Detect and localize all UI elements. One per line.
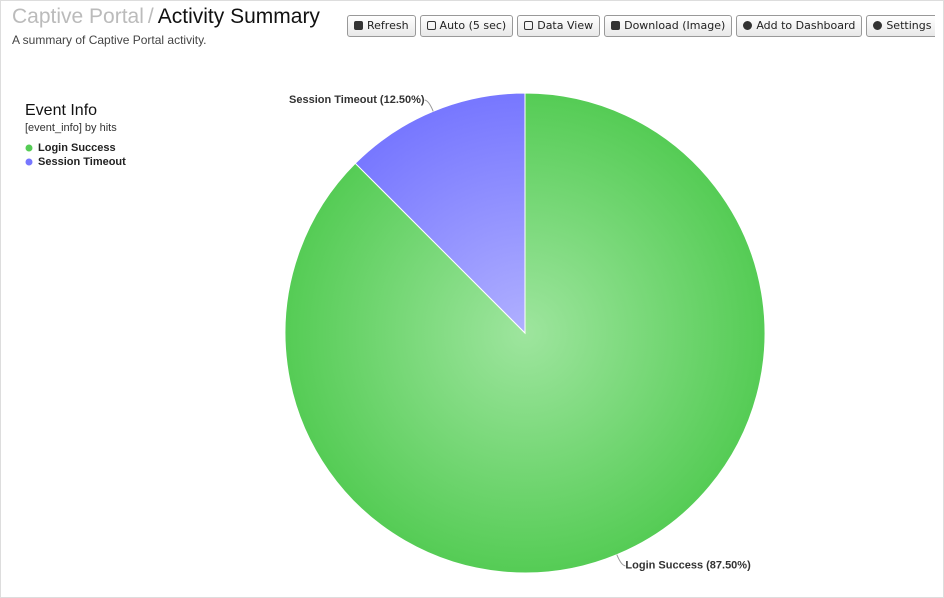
button-label: Settings [886, 19, 932, 32]
button-label: Data View [537, 19, 594, 32]
section-link[interactable]: Captive Portal [12, 5, 144, 28]
button-icon [354, 21, 363, 30]
button-icon [743, 21, 753, 30]
button-icon [611, 21, 621, 30]
legend-label: Login Success [38, 142, 116, 154]
legend-subtitle: [event_info] by hits [25, 122, 117, 134]
legend-marker [25, 158, 33, 166]
button-icon [524, 21, 534, 30]
toolbar-button[interactable]: Data View [517, 15, 601, 37]
button-label: Auto (5 sec) [439, 19, 507, 32]
button-label: Add to Dashboard [756, 19, 856, 32]
data-label: Login Success (87.50%) [625, 560, 751, 572]
data-label: Session Timeout (12.50%) [289, 94, 425, 106]
toolbar: Refresh Auto (5 sec) Data View Download (Im… [347, 15, 935, 39]
breadcrumb: Captive Portal / Activity Summary [12, 5, 320, 29]
pie-slice [354, 92, 526, 335]
legend-title: Event Info [25, 102, 97, 119]
legend-marker [25, 144, 33, 152]
legend-label: Session Timeout [38, 156, 126, 168]
toolbar-button[interactable]: Refresh [347, 15, 416, 37]
toolbar-button[interactable]: Download (Image) [604, 15, 733, 37]
toolbar-button[interactable]: Auto (5 sec) [419, 15, 514, 37]
toolbar-button[interactable]: Settings [866, 15, 935, 37]
toolbar-button[interactable]: Add to Dashboard [736, 15, 863, 37]
button-label: Refresh [367, 19, 409, 32]
page-title: Activity Summary [157, 5, 320, 28]
label-connector [424, 99, 434, 112]
separator: / [147, 5, 154, 28]
button-icon [426, 21, 436, 30]
button-label: Download (Image) [624, 19, 726, 32]
label-connector [616, 554, 626, 567]
button-icon [873, 21, 883, 30]
description: A summary of Captive Portal activity. [12, 33, 207, 47]
